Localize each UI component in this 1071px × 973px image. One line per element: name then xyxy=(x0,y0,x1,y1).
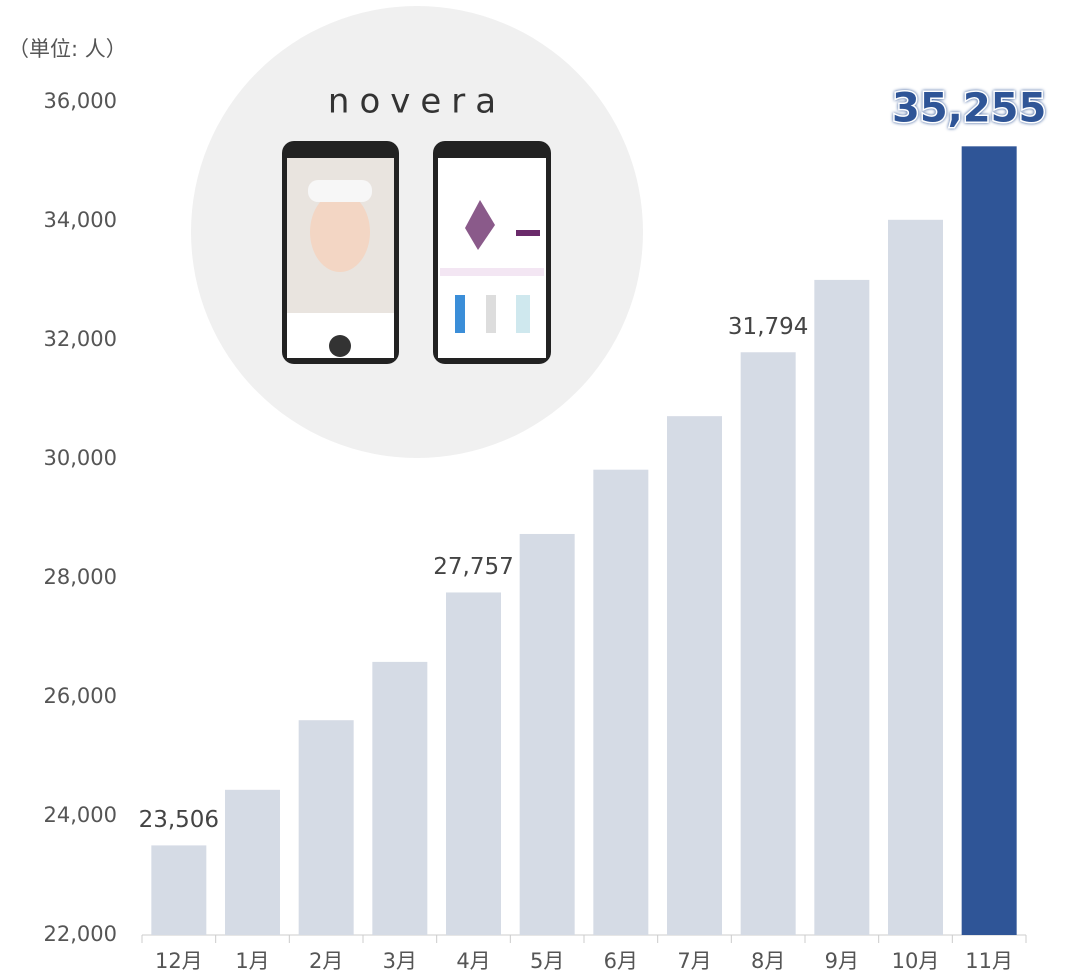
value-label: 35,255 xyxy=(892,85,1046,131)
value-label: 23,506 xyxy=(139,807,219,833)
value-label: 27,757 xyxy=(433,554,513,580)
x-tick-label: 6月 xyxy=(604,949,638,973)
bar xyxy=(888,219,943,935)
x-tick-label: 5月 xyxy=(530,949,564,973)
x-tick-label: 4月 xyxy=(456,949,490,973)
product xyxy=(516,295,530,333)
bar xyxy=(814,279,870,935)
y-tick-label: 28,000 xyxy=(44,565,117,589)
value-label: 31,794 xyxy=(728,314,808,340)
y-tick-label: 34,000 xyxy=(44,208,117,232)
x-tick-label: 1月 xyxy=(235,949,269,973)
image-circle xyxy=(191,6,643,458)
bar xyxy=(446,592,501,935)
product xyxy=(455,295,465,333)
logo: novera xyxy=(328,82,506,122)
x-tick-label: 3月 xyxy=(383,949,417,973)
radar xyxy=(465,200,495,250)
y-tick-label: 24,000 xyxy=(44,803,117,827)
x-tick-label: 7月 xyxy=(677,949,711,973)
bar xyxy=(961,146,1017,935)
bar xyxy=(740,352,796,936)
ui-button xyxy=(516,230,540,236)
y-tick-label: 32,000 xyxy=(44,327,117,351)
x-tick-label: 11月 xyxy=(965,949,1013,973)
bar xyxy=(593,469,649,935)
unit-label: （単位: 人） xyxy=(8,37,127,61)
product xyxy=(486,295,496,333)
x-tick-label: 10月 xyxy=(892,949,940,973)
ui-tab xyxy=(440,268,544,276)
x-tick-label: 12月 xyxy=(155,949,203,973)
x-tick-label: 9月 xyxy=(825,949,859,973)
camera-button xyxy=(329,335,351,357)
x-tick-label: 2月 xyxy=(309,949,343,973)
y-tick-label: 30,000 xyxy=(44,446,117,470)
bar xyxy=(151,845,207,935)
bar xyxy=(519,533,575,935)
bar xyxy=(667,416,722,935)
headband xyxy=(308,180,372,202)
bar xyxy=(298,720,354,935)
y-tick-label: 22,000 xyxy=(44,922,117,946)
x-tick-label: 8月 xyxy=(751,949,785,973)
face xyxy=(310,192,370,272)
product-image: novera xyxy=(191,6,643,458)
bar xyxy=(225,789,280,935)
y-tick-label: 36,000 xyxy=(44,89,117,113)
y-tick-label: 26,000 xyxy=(44,684,117,708)
bar xyxy=(372,661,428,935)
